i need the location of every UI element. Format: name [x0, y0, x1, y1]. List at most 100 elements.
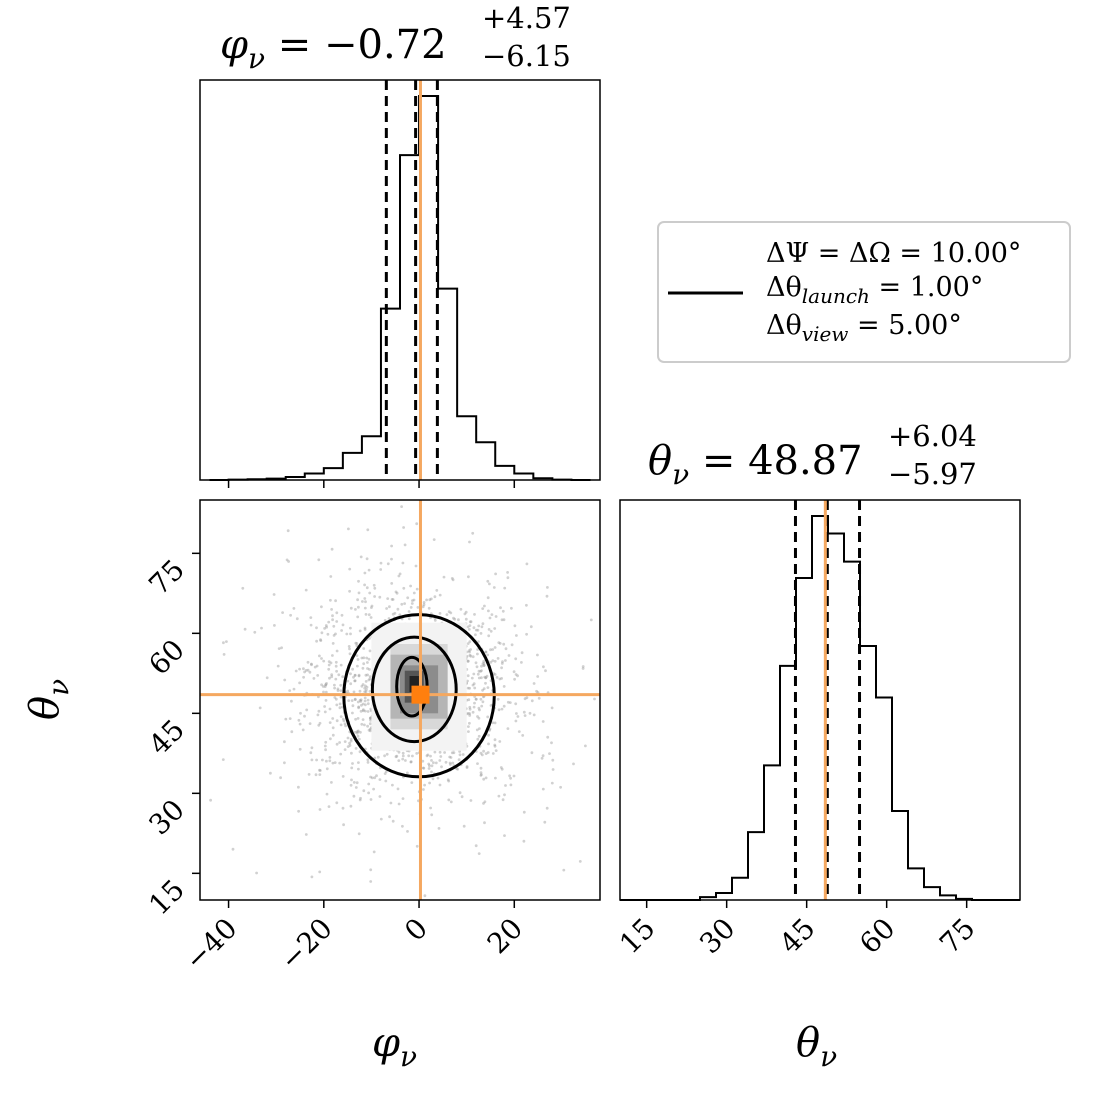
- scatter-point: [323, 685, 327, 688]
- scatter-point: [333, 761, 337, 764]
- scatter-point: [325, 767, 329, 771]
- scatter-point: [341, 806, 345, 810]
- scatter-point: [369, 718, 372, 722]
- theta-xtick-label-3: 60: [853, 912, 902, 961]
- scatter-point: [329, 661, 333, 665]
- scatter-point: [431, 777, 435, 781]
- scatter-point: [362, 789, 366, 793]
- scatter-point: [323, 705, 326, 708]
- scatter-point: [477, 706, 481, 710]
- scatter-point: [309, 623, 313, 627]
- scatter-point: [504, 784, 507, 787]
- scatter-point: [367, 613, 371, 617]
- scatter-point: [544, 669, 547, 673]
- scatter-point: [364, 684, 367, 688]
- scatter-point: [390, 582, 394, 585]
- scatter-point: [396, 607, 400, 611]
- theta-xtick-label-1: 30: [693, 912, 742, 961]
- joint-ytick-label-2: 45: [142, 713, 191, 762]
- scatter-point: [464, 617, 468, 621]
- scatter-point: [327, 620, 331, 624]
- scatter-point: [339, 752, 343, 756]
- scatter-point: [386, 597, 390, 600]
- scatter-point: [330, 608, 333, 611]
- scatter-point: [489, 648, 492, 652]
- scatter-point: [388, 605, 391, 609]
- scatter-point: [438, 783, 442, 787]
- scatter-point: [393, 611, 397, 615]
- scatter-point: [471, 683, 475, 687]
- scatter-point: [482, 749, 485, 753]
- scatter-point: [458, 791, 462, 795]
- scatter-point: [497, 708, 501, 712]
- scatter-point: [348, 647, 351, 651]
- scatter-point: [487, 609, 490, 613]
- scatter-point: [468, 620, 472, 624]
- scatter-point: [401, 754, 405, 758]
- scatter-point: [318, 721, 322, 725]
- scatter-point: [428, 764, 431, 768]
- scatter-point: [352, 675, 355, 679]
- scatter-point: [581, 667, 585, 670]
- scatter-point: [374, 432, 377, 435]
- scatter-point: [314, 773, 318, 777]
- scatter-point: [509, 783, 513, 787]
- scatter-point: [357, 605, 360, 609]
- scatter-point: [401, 797, 405, 800]
- scatter-point: [362, 708, 365, 712]
- scatter-point: [222, 653, 226, 656]
- scatter-point: [356, 700, 360, 704]
- scatter-point: [369, 729, 372, 733]
- scatter-point: [280, 646, 283, 650]
- scatter-point: [318, 768, 321, 772]
- scatter-point: [482, 661, 486, 665]
- scatter-point: [474, 661, 478, 665]
- scatter-point: [516, 429, 519, 432]
- scatter-point: [510, 643, 514, 647]
- scatter-point: [391, 612, 395, 616]
- scatter-point: [307, 773, 311, 776]
- scatter-point: [486, 653, 490, 657]
- scatter-point: [500, 666, 503, 670]
- scatter-point: [299, 711, 302, 715]
- scatter-point: [543, 820, 547, 824]
- scatter-point: [286, 529, 290, 533]
- scatter-point: [362, 656, 366, 660]
- scatter-point: [331, 614, 334, 618]
- scatter-point: [468, 653, 472, 657]
- scatter-point: [397, 574, 401, 578]
- scatter-point: [341, 775, 345, 778]
- scatter-point: [295, 617, 299, 621]
- scatter-point: [326, 632, 330, 636]
- scatter-point: [355, 781, 359, 785]
- scatter-point: [497, 794, 501, 798]
- scatter-point: [466, 642, 470, 645]
- scatter-point: [629, 561, 632, 564]
- joint-ytick-label-3: 60: [142, 633, 191, 682]
- scatter-point: [321, 758, 324, 762]
- scatter-point: [348, 741, 351, 745]
- scatter-point: [329, 598, 332, 602]
- scatter-point: [363, 723, 366, 727]
- scatter-point: [335, 611, 339, 615]
- scatter-point: [367, 657, 371, 661]
- scatter-point: [387, 617, 391, 620]
- scatter-point: [333, 686, 336, 690]
- scatter-point: [308, 670, 312, 674]
- scatter-point: [343, 722, 347, 726]
- scatter-point: [449, 756, 453, 759]
- scatter-point: [370, 604, 374, 608]
- scatter-point: [468, 707, 472, 711]
- scatter-point: [406, 771, 409, 775]
- scatter-point: [366, 528, 370, 532]
- scatter-point: [421, 605, 425, 609]
- scatter-point: [406, 830, 409, 833]
- scatter-point: [304, 588, 308, 592]
- scatter-point: [487, 634, 491, 638]
- scatter-point: [289, 613, 292, 617]
- scatter-point: [493, 744, 497, 748]
- theta-histogram-panel: [619, 499, 1021, 908]
- scatter-point: [443, 751, 446, 754]
- scatter-point: [522, 810, 526, 814]
- theta-xtick-label-0: 15: [613, 912, 662, 961]
